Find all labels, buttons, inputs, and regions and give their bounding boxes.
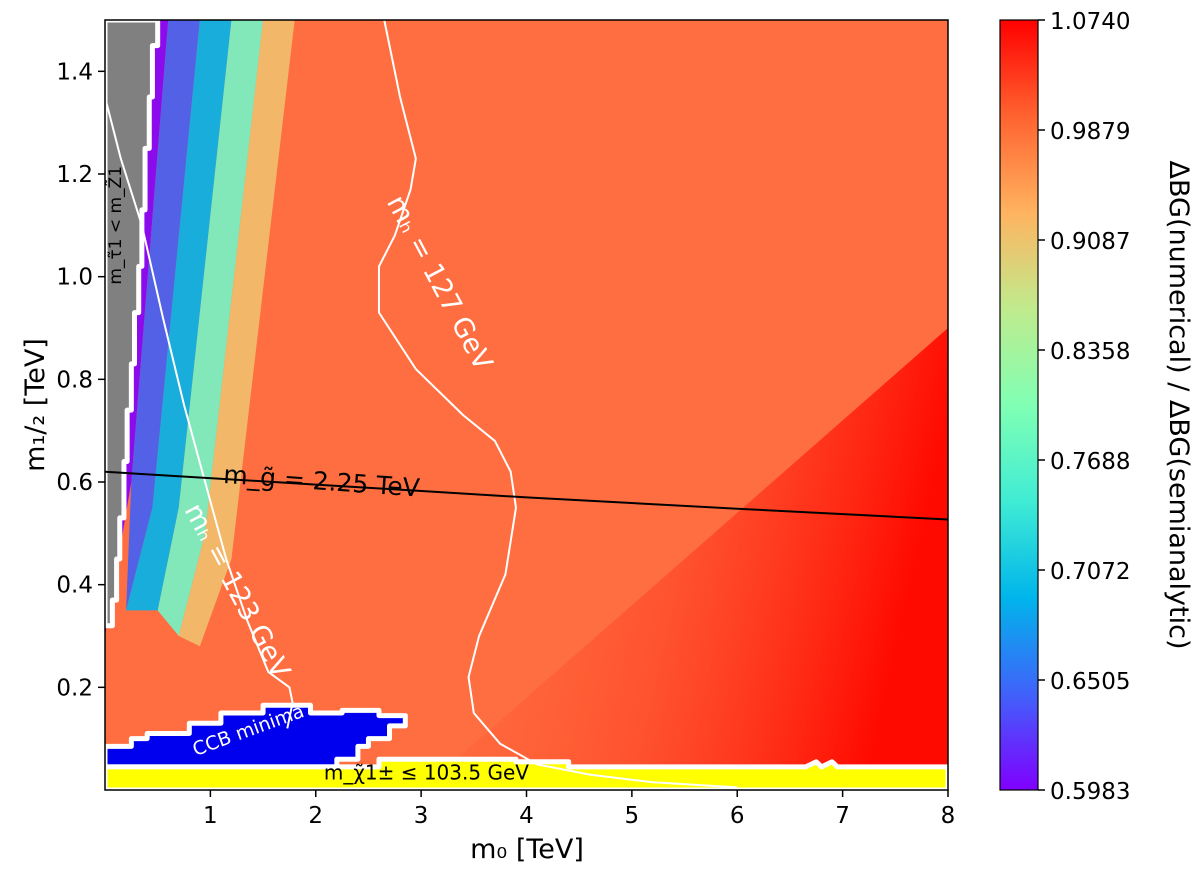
y-tick-label: 0.4: [56, 573, 93, 599]
x-tick-label: 6: [730, 803, 745, 829]
colorbar: [1000, 20, 1038, 790]
x-tick-label: 1: [203, 803, 218, 829]
colorbar-tick-label: 0.9879: [1050, 119, 1130, 145]
colorbar-tick-label: 0.7688: [1050, 449, 1130, 475]
colorbar-tick-label: 0.9087: [1050, 229, 1130, 255]
region-ccb-minima: [105, 702, 408, 770]
label-chargino-limit: m_χ̃1± ≤ 103.5 GeV: [324, 761, 529, 785]
heatmap-band-4: [178, 20, 295, 647]
colorbar-tick-label: 0.6505: [1050, 669, 1130, 695]
x-axis: 1 2 3 4 5 6 7 8: [203, 790, 955, 829]
heatmap: [105, 20, 948, 790]
contour-mh-123: [105, 96, 294, 729]
x-tick-label: 4: [519, 803, 534, 829]
colorbar-ticks: 1.0740 0.9879 0.9087 0.8358 0.7688 0.7072 0.65…: [1038, 9, 1130, 805]
contour-gluino-2.25: [105, 470, 948, 521]
x-tick-label: 7: [835, 803, 850, 829]
y-axis-label: m₁/₂ [TeV]: [20, 338, 51, 472]
region-excluded-stau: [105, 20, 161, 629]
colorbar-tick-label: 0.8358: [1050, 339, 1130, 365]
label-stau-region: m_τ̃1 < m_Z̃1: [105, 166, 126, 285]
heatmap-band-2: [126, 20, 232, 611]
y-tick-label: 0.6: [56, 470, 93, 496]
colorbar-tick-label: 0.5983: [1050, 779, 1130, 805]
colorbar-frame: [999, 19, 1039, 791]
x-tick-label: 8: [941, 803, 956, 829]
y-tick-label: 0.8: [56, 367, 93, 393]
y-tick-label: 1.2: [56, 162, 93, 188]
heatmap-band-3: [157, 20, 264, 636]
x-axis-label: m₀ [TeV]: [470, 834, 584, 865]
contour-mh-127: [377, 20, 738, 789]
colorbar-label: ΔBG(numerical) / ΔBG(semianalytic): [1163, 160, 1194, 649]
y-tick-label: 1.4: [56, 59, 93, 85]
colorbar-tick-label: 1.0740: [1050, 9, 1130, 35]
x-tick-label: 5: [625, 803, 640, 829]
colorbar-tick-label: 0.7072: [1050, 559, 1130, 585]
x-tick-label: 3: [414, 803, 429, 829]
y-tick-label: 1.0: [56, 265, 93, 291]
y-tick-label: 0.2: [56, 675, 93, 701]
heatmap-high-region: [421, 328, 948, 790]
y-axis: 0.2 0.4 0.6 0.8 1.0 1.2 1.4: [56, 59, 105, 701]
x-tick-label: 2: [308, 803, 323, 829]
region-chargino-limit: [105, 756, 948, 790]
